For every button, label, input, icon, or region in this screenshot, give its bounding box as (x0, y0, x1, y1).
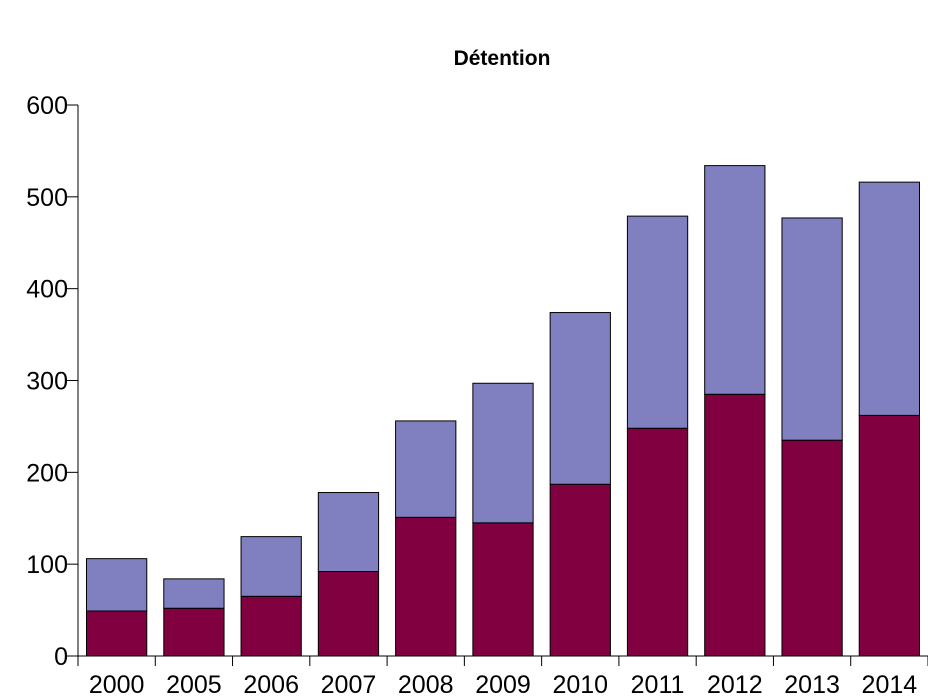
bar-series-2 (781, 217, 843, 441)
y-tick-label: 0 (54, 643, 68, 671)
x-tick-label: 2000 (89, 671, 145, 698)
bar-series-2 (240, 536, 302, 597)
bar-series-2 (704, 165, 766, 395)
x-tick-label: 2014 (862, 671, 918, 698)
bar-series-2 (472, 382, 534, 524)
bar-series-2 (549, 312, 611, 485)
bar-series-2 (317, 492, 380, 573)
y-tick-label: 600 (26, 92, 68, 120)
x-axis: 2000 2005 2006 2007 2008 2009 2010 2011 2012 2013… (77, 655, 928, 698)
y-axis: 0 100 200 300 400 500 600 (26, 92, 79, 671)
x-tick-label: 2013 (784, 671, 840, 698)
bar-series-2 (163, 578, 225, 609)
bar-series-1 (858, 414, 921, 657)
x-tick-label: 2008 (398, 671, 454, 698)
bar-series-1 (549, 483, 611, 657)
bar-series-1 (240, 595, 302, 657)
bar-series-2 (86, 558, 148, 612)
bar-series-1 (472, 522, 534, 657)
x-tick-label: 2007 (321, 671, 377, 698)
bar-series-2 (858, 181, 921, 416)
bar-series-2 (626, 215, 689, 429)
bar-series-1 (86, 610, 148, 657)
bars-group (86, 165, 921, 657)
bar-series-1 (317, 571, 380, 657)
x-tick-label: 2012 (707, 671, 763, 698)
y-tick-label: 300 (26, 368, 68, 396)
y-tick-label: 200 (26, 459, 68, 487)
chart-title: Détention (454, 47, 551, 70)
bar-series-1 (781, 439, 843, 657)
y-tick-label: 400 (26, 276, 68, 304)
bar-series-1 (626, 427, 689, 657)
bar-series-1 (704, 393, 766, 657)
bar-series-1 (163, 607, 225, 657)
x-tick-label: 2006 (243, 671, 299, 698)
x-tick-label: 2009 (475, 671, 531, 698)
y-tick-label: 500 (26, 184, 68, 212)
x-tick-label: 2011 (631, 671, 685, 698)
x-tick-label: 2005 (166, 671, 222, 698)
y-tick-label: 100 (26, 551, 68, 579)
bar-series-2 (395, 420, 457, 518)
bar-series-1 (395, 516, 457, 657)
x-tick-label: 2010 (552, 671, 608, 698)
